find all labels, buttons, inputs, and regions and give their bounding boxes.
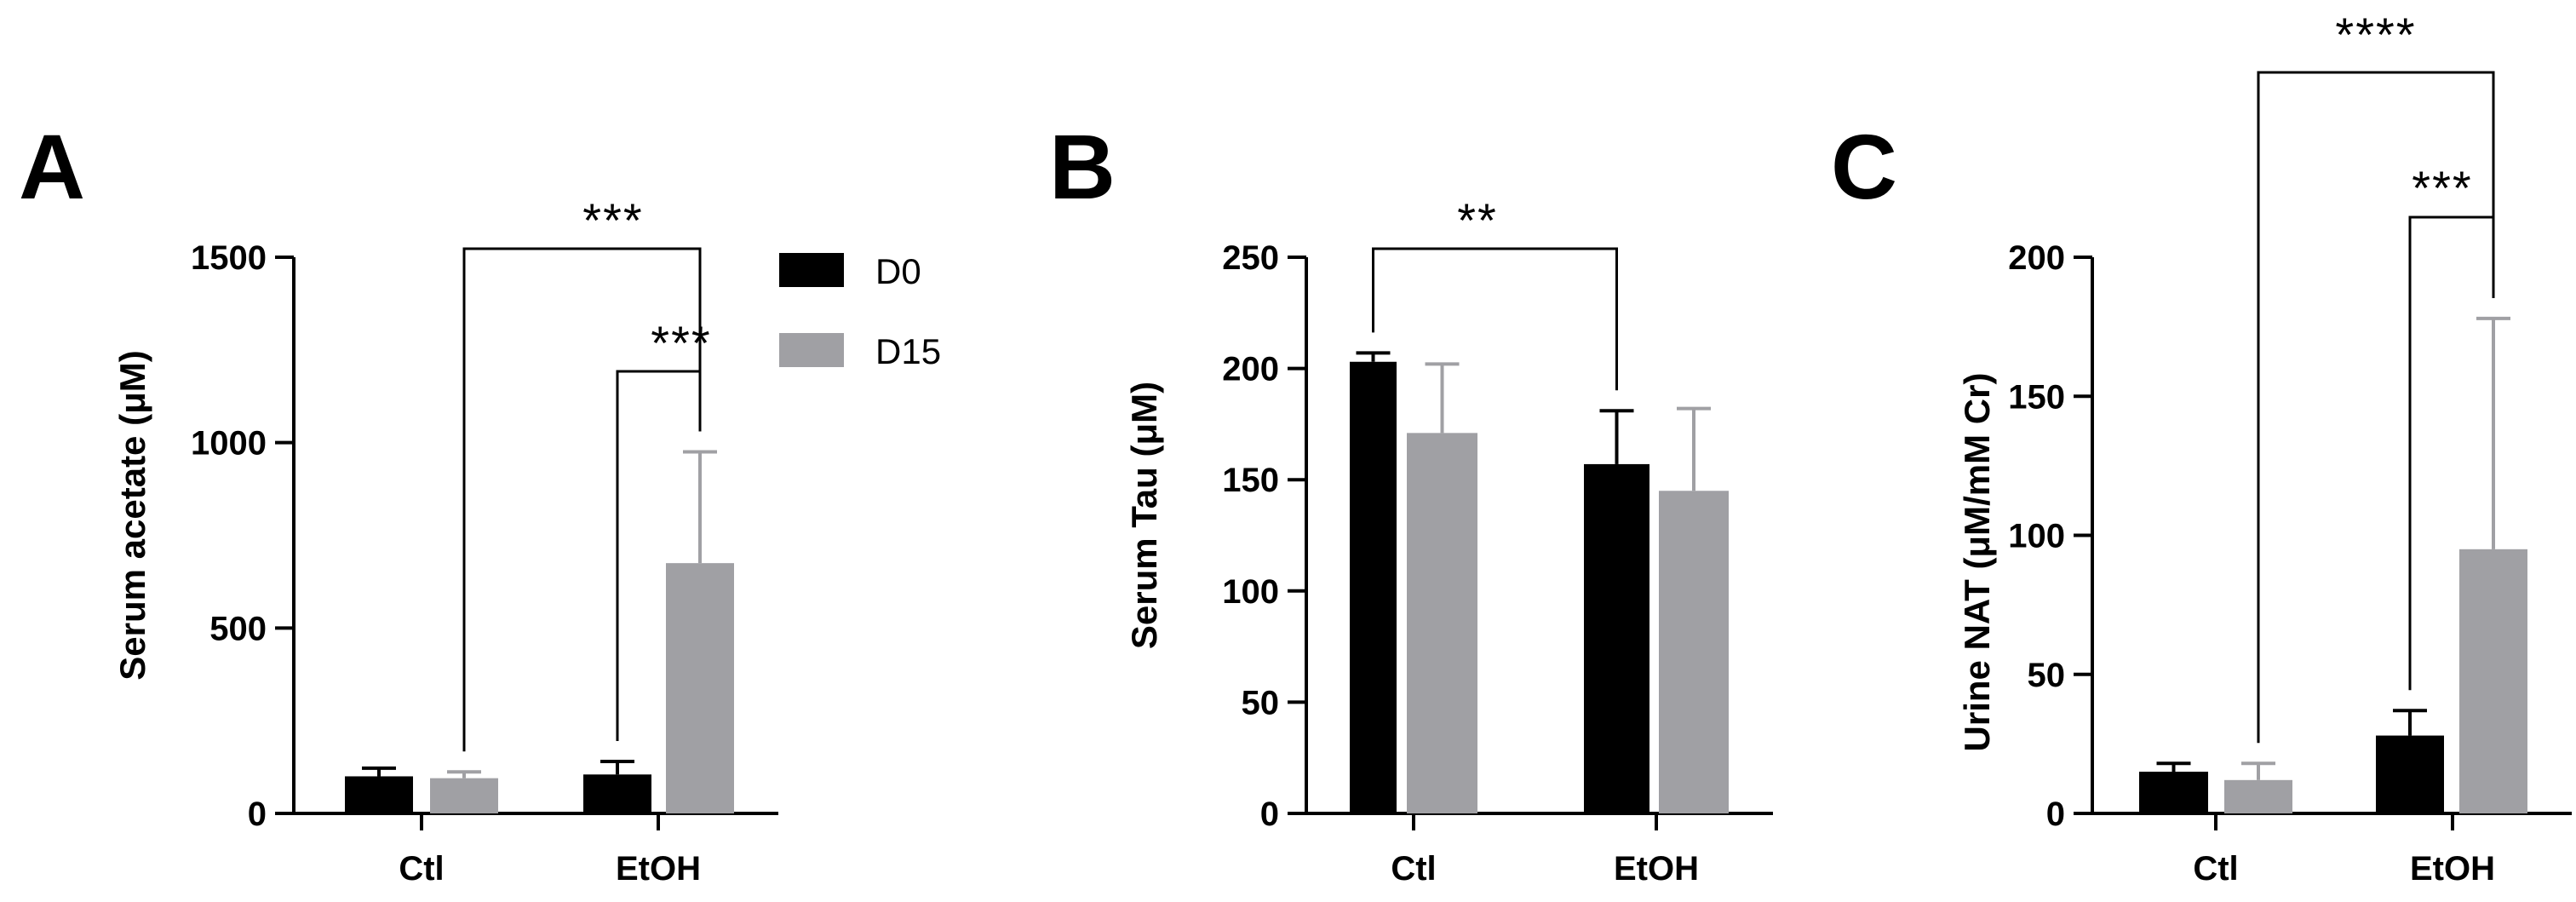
panel-b-y-tick-label: 0 [1260, 796, 1279, 833]
panel-a-significance-bracket [462, 247, 702, 752]
panel-c-significance-bracket [2408, 215, 2495, 691]
panel-a-ylabel: Serum acetate (μM) [112, 350, 152, 680]
panel-b-y-tick-label: 200 [1222, 351, 1279, 388]
panel-b-bar-d0-etoh [1584, 463, 1649, 813]
panel-a-plot: 0 500 1000 1500 Ctl EtOH *** *** [191, 193, 778, 888]
panel-b-significance-label: ** [1457, 193, 1498, 247]
legend-swatch-d15 [779, 333, 844, 367]
panel-b-letter: B [1049, 115, 1116, 218]
legend-swatch-d0 [779, 253, 844, 287]
panel-c-x-tick-label: EtOH [2410, 850, 2495, 888]
panel-c-bar-d0-etoh [2376, 735, 2444, 813]
panel-c-y-tick-label: 50 [2028, 657, 2066, 694]
legend-label-d15: D15 [875, 331, 941, 371]
panel-a-x-tick-label: Ctl [399, 850, 444, 888]
panel-a-y-tick-label: 1000 [191, 425, 267, 462]
panel-c-y-tick-label: 0 [2046, 796, 2065, 833]
panel-a-y-tick-label: 1500 [191, 239, 267, 277]
panel-c-significance-label: **** [2335, 8, 2416, 61]
panel-b-y-tick-label: 250 [1222, 239, 1279, 277]
legend: D0 D15 [779, 251, 941, 371]
panel-c-y-tick-label: 200 [2008, 239, 2065, 277]
panel-b: B Serum Tau (μM) 0 50 100 150 200 250 Ctl EtOH *… [1049, 115, 1773, 888]
panel-b-plot: 0 50 100 150 200 250 Ctl EtOH ** [1222, 193, 1773, 888]
panel-c-bar-d15-etoh [2459, 549, 2527, 813]
panel-c-letter: C [1831, 115, 1897, 218]
panel-a-bar-d0-etoh [583, 774, 651, 813]
panel-c-significance-label: *** [2412, 161, 2472, 215]
panel-b-y-tick-label: 100 [1222, 573, 1279, 611]
panel-c-significance-bracket [2257, 71, 2495, 744]
panel-a-y-tick-label: 500 [209, 610, 267, 647]
panel-a-x-tick-label: EtOH [616, 850, 701, 888]
panel-b-bar-d0-ctl [1350, 361, 1397, 813]
panel-c: C Urine NAT (μM/mM Cr) 0 50 100 150 200 Ctl Et… [1831, 8, 2572, 888]
panel-c-y-tick-label: 150 [2008, 378, 2065, 416]
panel-a-y-tick-label: 0 [248, 796, 267, 833]
panel-a: A Serum acetate (μM) 0 500 1000 1500 Ctl EtOH… [19, 115, 778, 888]
panel-a-letter: A [19, 115, 85, 218]
panel-a-bar-d0-ctl [345, 776, 413, 813]
panel-a-significance-label: *** [582, 193, 643, 247]
panel-a-significance-bracket [616, 370, 702, 742]
panel-c-y-tick-label: 100 [2008, 518, 2065, 555]
panel-a-bar-d15-ctl [430, 778, 498, 813]
legend-label-d0: D0 [875, 251, 921, 291]
panel-c-bar-d0-ctl [2139, 772, 2208, 813]
panel-b-y-tick-label: 150 [1222, 462, 1279, 499]
panel-a-bar-d15-etoh [666, 563, 734, 813]
panel-b-x-tick-label: EtOH [1614, 850, 1699, 888]
panel-c-ylabel: Urine NAT (μM/mM Cr) [1957, 373, 1997, 752]
panel-b-ylabel: Serum Tau (μM) [1124, 382, 1164, 649]
panel-a-significance-label: *** [651, 316, 711, 370]
panel-c-bar-d15-ctl [2224, 779, 2292, 813]
panel-b-x-tick-label: Ctl [1391, 850, 1436, 888]
panel-b-bar-d15-ctl [1407, 433, 1477, 813]
panel-b-y-tick-label: 50 [1242, 684, 1280, 721]
panel-b-bar-d15-etoh [1659, 491, 1729, 813]
panel-b-significance-bracket [1372, 247, 1618, 391]
panel-c-x-tick-label: Ctl [2193, 850, 2238, 888]
